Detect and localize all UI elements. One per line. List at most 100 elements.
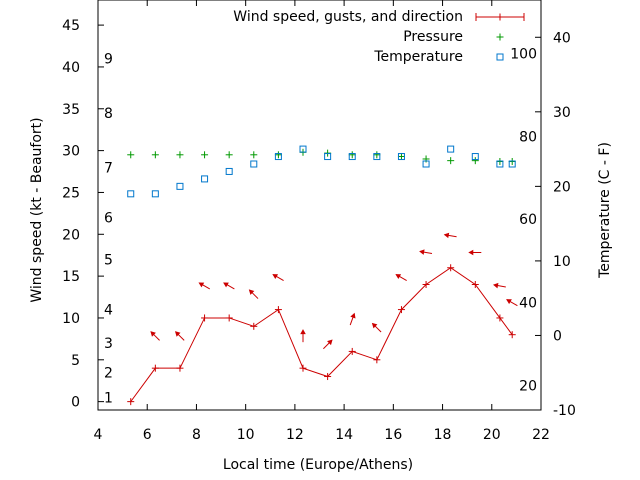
pressure-point bbox=[373, 151, 381, 159]
tick-marks bbox=[97, 0, 542, 411]
arrow-head bbox=[468, 249, 474, 256]
temperature-point bbox=[274, 153, 282, 161]
y-tick-label: 20 bbox=[62, 227, 80, 243]
wind-point bbox=[496, 314, 504, 322]
arrow-head bbox=[300, 329, 306, 335]
legend-label-pressure: Pressure bbox=[403, 29, 463, 45]
beaufort-label: 7 bbox=[104, 160, 113, 176]
fahrenheit-label: 80 bbox=[519, 129, 537, 145]
fahrenheit-label: 60 bbox=[519, 212, 537, 228]
x-tick-label: 16 bbox=[384, 427, 402, 443]
wind-point bbox=[151, 364, 159, 372]
temperature-point bbox=[176, 182, 184, 190]
wind-direction-arrow bbox=[323, 339, 333, 350]
y-tick-label: 15 bbox=[62, 269, 80, 285]
temperature-point bbox=[373, 153, 381, 161]
temperature-point bbox=[201, 175, 209, 183]
wind-point bbox=[471, 280, 479, 288]
wind-direction-arrow bbox=[174, 331, 185, 341]
arrow-head bbox=[198, 282, 205, 288]
temperature-point bbox=[422, 160, 430, 168]
x-tick-label: 14 bbox=[335, 427, 353, 443]
temperature-point bbox=[447, 145, 455, 153]
temperature-point bbox=[508, 160, 516, 168]
wind-point bbox=[348, 347, 356, 355]
wind-point bbox=[508, 331, 516, 339]
arrow-head bbox=[223, 282, 229, 288]
y-tick-label: 45 bbox=[62, 18, 80, 34]
x-tick-label: 6 bbox=[143, 427, 152, 443]
y-axis-label: Wind speed (kt - Beaufort) bbox=[29, 117, 45, 302]
pressure-point bbox=[201, 151, 209, 159]
beaufort-label: 6 bbox=[104, 211, 113, 227]
x-axis-label: Local time (Europe/Athens) bbox=[223, 457, 413, 473]
y2-tick-label: 10 bbox=[553, 254, 571, 270]
pressure-point bbox=[225, 151, 233, 159]
pressure-point bbox=[397, 152, 405, 160]
wind-point bbox=[324, 373, 332, 381]
wind-direction-arrow bbox=[223, 282, 235, 290]
x-tick-label: 8 bbox=[192, 427, 201, 443]
arrow-head bbox=[150, 331, 156, 337]
wind-direction-arrow bbox=[198, 282, 211, 290]
beaufort-label: 8 bbox=[104, 106, 113, 122]
wind-point bbox=[373, 356, 381, 364]
beaufort-label: 9 bbox=[104, 52, 113, 68]
beaufort-label: 5 bbox=[104, 252, 113, 268]
legend-sample-temperature bbox=[496, 53, 504, 61]
pressure-point bbox=[447, 157, 455, 165]
arrow-head bbox=[443, 232, 450, 239]
wind-direction-arrow bbox=[272, 274, 284, 282]
arrow-head bbox=[174, 331, 181, 337]
wind-line bbox=[130, 267, 513, 402]
wind-direction-arrow bbox=[492, 282, 506, 289]
temperature-point bbox=[225, 167, 233, 175]
wind-direction-arrow bbox=[395, 274, 407, 282]
pressure-point bbox=[127, 151, 135, 159]
x-tick-label: 22 bbox=[532, 427, 550, 443]
fahrenheit-label: 100 bbox=[510, 47, 537, 63]
temperature-point bbox=[496, 160, 504, 168]
legend: Wind speed, gusts, and direction Pressur… bbox=[233, 9, 525, 65]
y-tick-label: 10 bbox=[62, 311, 80, 327]
legend-label-temperature: Temperature bbox=[373, 49, 463, 65]
x-tick-label: 18 bbox=[434, 427, 452, 443]
y-tick-label: 5 bbox=[71, 353, 80, 369]
arrow-head bbox=[248, 289, 255, 295]
y-tick-label: 35 bbox=[62, 102, 80, 118]
x-tick-label: 12 bbox=[286, 427, 304, 443]
wind-direction-arrow bbox=[349, 312, 356, 326]
y2-tick-label: 40 bbox=[553, 30, 571, 46]
legend-label-wind: Wind speed, gusts, and direction bbox=[233, 9, 463, 25]
temperature-point bbox=[397, 153, 405, 161]
temperature-point bbox=[348, 153, 356, 161]
beaufort-label: 1 bbox=[104, 390, 113, 406]
temperature-point bbox=[250, 160, 258, 168]
wind-point bbox=[447, 264, 455, 272]
temperature-point bbox=[127, 190, 135, 198]
pressure-point bbox=[176, 151, 184, 159]
wind-direction-arrow bbox=[150, 331, 160, 341]
wind-point bbox=[176, 364, 184, 372]
wind-direction-arrow bbox=[419, 249, 433, 255]
pressure-point bbox=[151, 151, 159, 159]
temperature-point bbox=[324, 153, 332, 161]
series-marks bbox=[127, 145, 518, 406]
pressure-point bbox=[250, 151, 258, 159]
y2-tick-label: 30 bbox=[553, 105, 571, 121]
wind-direction-arrow bbox=[506, 299, 518, 307]
beaufort-label: 2 bbox=[104, 365, 113, 381]
wind-point bbox=[422, 280, 430, 288]
temperature-point bbox=[299, 145, 307, 153]
x-tick-label: 10 bbox=[237, 427, 255, 443]
wind-direction-arrow bbox=[443, 232, 457, 239]
pressure-point bbox=[471, 157, 479, 165]
x-tick-label: 4 bbox=[94, 427, 103, 443]
wind-point bbox=[397, 306, 405, 314]
wind-point bbox=[201, 314, 209, 322]
arrow-head bbox=[419, 249, 425, 255]
fahrenheit-label: 40 bbox=[519, 296, 537, 312]
arrow-head bbox=[395, 274, 402, 279]
legend-sample-pressure bbox=[496, 33, 504, 41]
